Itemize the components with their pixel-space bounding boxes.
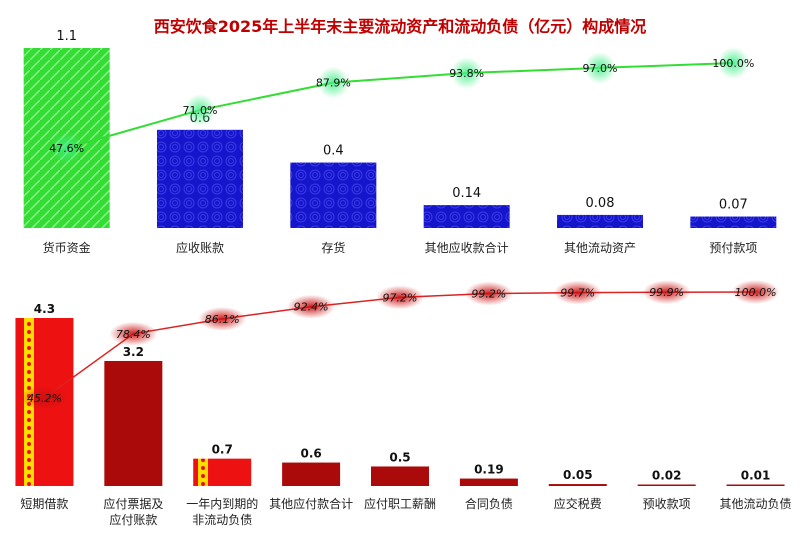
asset-cumulative-marker-3 bbox=[450, 57, 483, 90]
liability-bar-1 bbox=[104, 360, 163, 486]
asset-cumulative-marker-0 bbox=[50, 132, 83, 164]
asset-cumulative-label-4: 97.0% bbox=[583, 62, 618, 75]
liability-bar-2 bbox=[193, 458, 252, 486]
liability-value-label-4: 0.5 bbox=[389, 450, 410, 464]
liability-category-label-4: 应付职工薪酬 bbox=[364, 496, 436, 511]
liability-value-label-5: 0.19 bbox=[474, 463, 504, 477]
asset-value-label-3: 0.14 bbox=[452, 186, 481, 201]
liability-cumulative-label-6: 99.7% bbox=[560, 287, 595, 300]
liability-cumulative-marker-3 bbox=[287, 294, 336, 319]
liabilities-chart: 4.3 短期借款 3.2 应付票据及应付账款 0.7 一年内到期的非流动负债 0.6 其他应付… bbox=[15, 280, 792, 527]
asset-category-label-4: 其他流动资产 bbox=[564, 241, 636, 255]
liability-cumulative-marker-4 bbox=[376, 285, 424, 310]
asset-bar-1 bbox=[157, 129, 243, 228]
liability-cumulative-label-0: 45.2% bbox=[27, 392, 62, 405]
liability-value-label-2: 0.7 bbox=[212, 443, 233, 457]
asset-bar-4 bbox=[557, 214, 643, 228]
asset-value-label-4: 0.08 bbox=[586, 196, 615, 211]
liability-category-label-6: 应交税费 bbox=[554, 496, 602, 511]
asset-cumulative-label-3: 93.8% bbox=[449, 67, 484, 80]
liability-value-label-7: 0.02 bbox=[652, 469, 682, 483]
asset-bar-3 bbox=[423, 205, 510, 228]
asset-bar-2 bbox=[290, 162, 377, 228]
liability-cumulative-label-5: 99.2% bbox=[471, 288, 506, 301]
asset-cumulative-marker-5 bbox=[717, 47, 750, 79]
asset-cumulative-label-5: 100.0% bbox=[712, 57, 754, 70]
asset-category-label-3: 其他应收款合计 bbox=[425, 240, 509, 255]
liability-cumulative-label-4: 97.2% bbox=[383, 291, 418, 304]
liability-category-label-2: 一年内到期的非流动负债 bbox=[186, 496, 258, 527]
liability-category-label-8: 其他流动负债 bbox=[720, 497, 792, 511]
liability-bar-4 bbox=[371, 466, 429, 486]
liability-category-label-0: 短期借款 bbox=[20, 497, 68, 511]
liability-cumulative-marker-0 bbox=[20, 386, 69, 410]
liability-bar-3 bbox=[282, 462, 341, 486]
liability-cumulative-marker-6 bbox=[553, 280, 602, 305]
asset-value-label-5: 0.07 bbox=[719, 198, 748, 213]
asset-cumulative-marker-4 bbox=[584, 51, 616, 84]
liability-cumulative-label-1: 78.4% bbox=[116, 328, 151, 341]
liability-value-label-1: 3.2 bbox=[123, 345, 144, 359]
liability-cumulative-marker-1 bbox=[109, 321, 158, 346]
liability-cumulative-label-8: 100.0% bbox=[735, 286, 777, 299]
liability-cumulative-label-3: 92.4% bbox=[294, 301, 329, 314]
liability-cumulative-marker-2 bbox=[198, 306, 247, 331]
asset-cumulative-line bbox=[66, 62, 734, 149]
asset-value-label-2: 0.4 bbox=[323, 144, 344, 159]
liability-cumulative-marker-8 bbox=[731, 280, 780, 304]
asset-category-label-2: 存货 bbox=[321, 240, 345, 255]
asset-category-label-0: 货币资金 bbox=[43, 240, 91, 255]
liability-bar-7 bbox=[637, 484, 696, 486]
liability-cumulative-label-7: 99.9% bbox=[649, 286, 684, 299]
liability-bar-6 bbox=[548, 484, 607, 486]
asset-bar-5 bbox=[690, 216, 777, 228]
asset-value-label-0: 1.1 bbox=[56, 29, 77, 44]
liability-cumulative-marker-7 bbox=[642, 280, 691, 305]
asset-category-label-5: 预付款项 bbox=[709, 241, 757, 255]
asset-cumulative-marker-1 bbox=[184, 94, 216, 127]
liability-category-label-5: 合同负债 bbox=[465, 496, 513, 511]
liability-bar-8 bbox=[726, 484, 785, 486]
assets-chart: 1.1货币资金0.6应收账款0.4存货0.14其他应收款合计0.08其他流动资产… bbox=[23, 29, 777, 255]
asset-cumulative-label-0: 47.6% bbox=[49, 142, 84, 155]
liability-value-label-8: 0.01 bbox=[741, 469, 771, 483]
liability-cumulative-label-2: 86.1% bbox=[205, 313, 240, 326]
asset-cumulative-marker-2 bbox=[317, 66, 350, 99]
liability-value-label-0: 4.3 bbox=[34, 302, 55, 316]
liability-category-label-1: 应付票据及应付账款 bbox=[103, 496, 163, 527]
liability-cumulative-marker-5 bbox=[464, 281, 513, 306]
liability-bar-5 bbox=[459, 478, 518, 486]
liability-value-label-3: 0.6 bbox=[300, 447, 321, 461]
liability-category-label-3: 其他应付款合计 bbox=[269, 496, 353, 511]
asset-category-label-1: 应收账款 bbox=[176, 240, 224, 255]
chart-title: 西安饮食2025年上半年末主要流动资产和流动负债（亿元）构成情况 bbox=[154, 17, 647, 36]
liability-category-label-7: 预收款项 bbox=[643, 497, 691, 511]
asset-cumulative-label-2: 87.9% bbox=[316, 77, 351, 90]
liability-value-label-6: 0.05 bbox=[563, 468, 593, 482]
asset-cumulative-label-1: 71.0% bbox=[183, 104, 218, 117]
